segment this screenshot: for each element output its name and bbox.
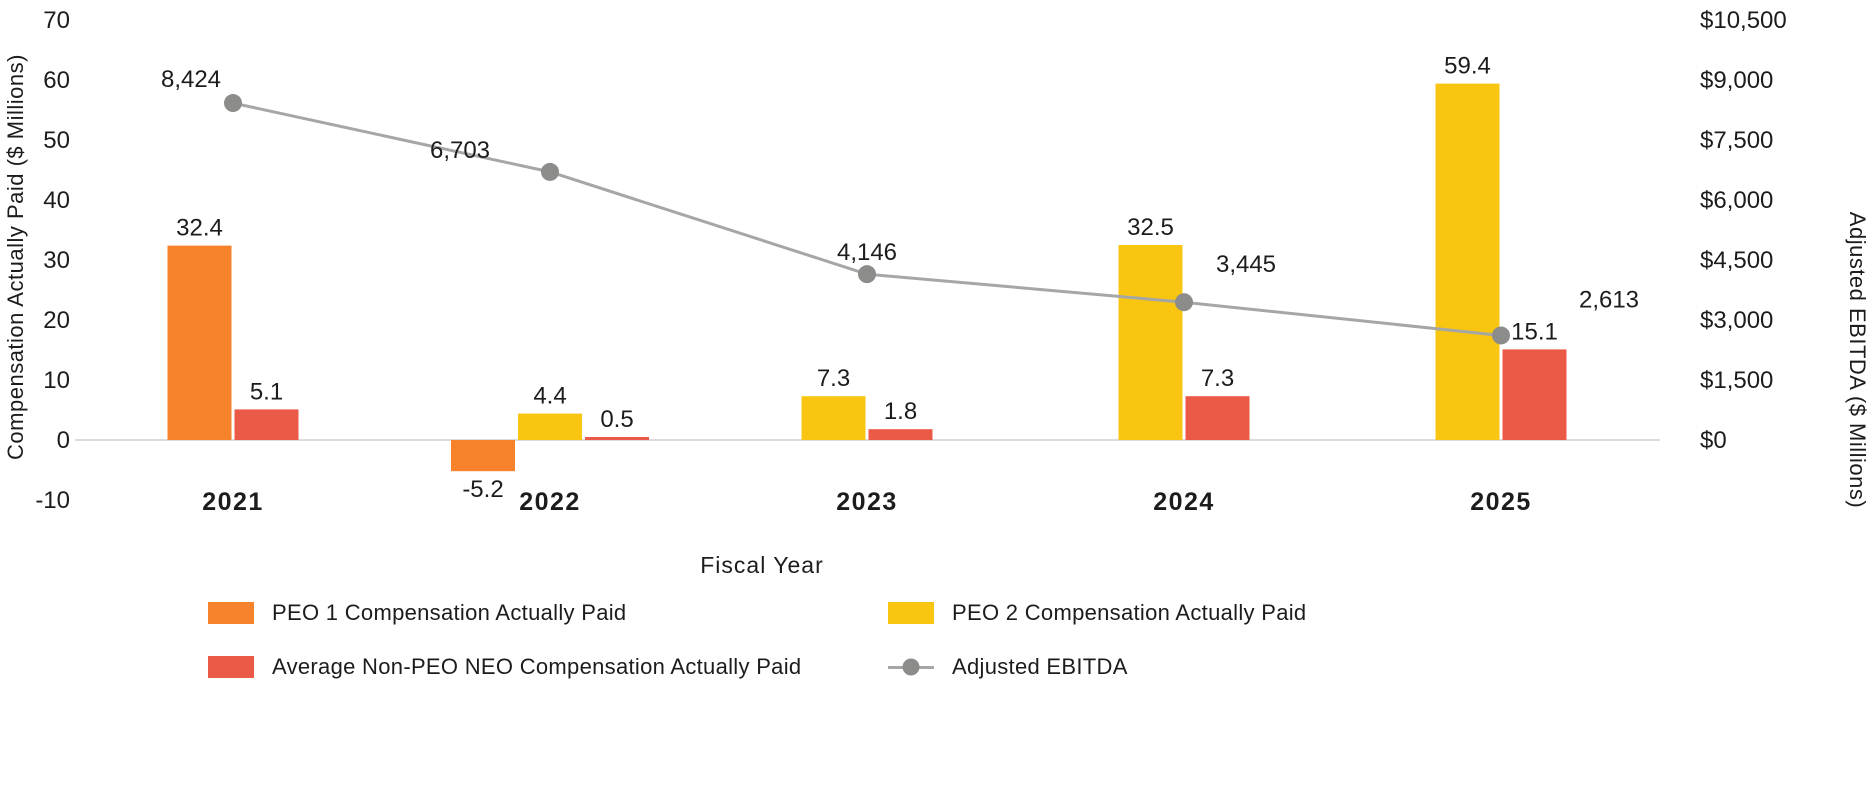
bar-value-label: 1.8 xyxy=(884,398,917,425)
right-axis-tick: $1,500 xyxy=(1700,367,1773,394)
legend-swatch-peo1 xyxy=(208,602,254,624)
bar-peo2-2025 xyxy=(1435,83,1500,440)
ebitda-marker xyxy=(858,265,876,284)
ebitda-marker xyxy=(1175,293,1193,312)
bar-value-label: 32.5 xyxy=(1127,214,1174,241)
bar-peo2-2022 xyxy=(518,413,582,440)
left-axis-tick: -10 xyxy=(35,487,70,514)
bar-value-label: 4.4 xyxy=(533,383,566,410)
right-axis-tick: $9,000 xyxy=(1700,67,1773,94)
bar-value-label: 32.4 xyxy=(176,215,223,242)
bar-value-label: 7.3 xyxy=(817,365,850,392)
ebitda-marker xyxy=(541,162,559,181)
bar-neo-2023 xyxy=(868,429,933,440)
right-axis-tick: $10,500 xyxy=(1700,7,1787,34)
x-axis-category: 2025 xyxy=(1470,488,1532,516)
left-axis-tick: 70 xyxy=(43,7,70,34)
ebitda-marker xyxy=(1492,326,1510,345)
legend-label-ebitda: Adjusted EBITDA xyxy=(952,654,1128,679)
bar-neo-2025 xyxy=(1502,349,1567,440)
right-axis-tick: $0 xyxy=(1700,427,1727,454)
ebitda-line xyxy=(232,101,1502,337)
left-axis-tick: 60 xyxy=(43,67,70,94)
x-axis-category: 2024 xyxy=(1153,488,1215,516)
left-axis-title: Compensation Actually Paid ($ Millions) xyxy=(3,54,28,460)
bar-peo2-2024 xyxy=(1118,245,1183,440)
right-axis-tick: $4,500 xyxy=(1700,247,1773,274)
line-value-label: 2,613 xyxy=(1579,286,1639,313)
legend-line-dot xyxy=(902,658,920,676)
left-axis-tick: 40 xyxy=(43,187,70,214)
x-axis-category: 2021 xyxy=(202,488,264,516)
bar-peo1-2022 xyxy=(451,440,515,472)
left-axis-tick: 20 xyxy=(43,307,70,334)
bar-value-label: 0.5 xyxy=(600,406,633,433)
legend-swatch-peo2 xyxy=(888,602,934,624)
right-axis-title: Adjusted EBITDA ($ Millions) xyxy=(1845,211,1870,509)
left-axis-tick: 10 xyxy=(43,367,70,394)
chart-legend: PEO 1 Compensation Actually Paid PEO 2 Co… xyxy=(208,600,1306,680)
bar-value-label: 59.4 xyxy=(1444,53,1491,80)
x-axis-category: 2022 xyxy=(519,488,581,516)
bar-value-label: 7.3 xyxy=(1201,365,1234,392)
bar-neo-2024 xyxy=(1185,396,1250,440)
line-value-label: 6,703 xyxy=(430,137,490,164)
bar-neo-2022 xyxy=(585,437,649,440)
legend-label-neo: Average Non-PEO NEO Compensation Actuall… xyxy=(272,654,802,679)
legend-item-peo1: PEO 1 Compensation Actually Paid xyxy=(208,600,888,626)
left-axis-tick: 30 xyxy=(43,247,70,274)
bar-neo-2021 xyxy=(234,409,299,440)
x-axis-title: Fiscal Year xyxy=(700,552,824,578)
x-axis-category: 2023 xyxy=(836,488,898,516)
bar-peo1-2021 xyxy=(167,245,232,440)
line-value-label: 8,424 xyxy=(161,66,221,93)
right-axis-tick: $3,000 xyxy=(1700,307,1773,334)
legend-swatch-neo xyxy=(208,656,254,678)
left-axis-tick: 0 xyxy=(57,427,70,454)
right-axis-tick: $6,000 xyxy=(1700,187,1773,214)
bar-peo2-2023 xyxy=(801,396,866,440)
ebitda-marker xyxy=(224,94,242,113)
bar-value-label: 15.1 xyxy=(1511,318,1558,345)
left-axis-tick: 50 xyxy=(43,127,70,154)
line-value-label: 4,146 xyxy=(837,239,897,266)
legend-label-peo1: PEO 1 Compensation Actually Paid xyxy=(272,600,627,625)
line-value-label: 3,445 xyxy=(1216,251,1276,278)
bar-value-label: 5.1 xyxy=(250,378,283,405)
bar-value-label: -5.2 xyxy=(462,476,503,503)
legend-label-peo2: PEO 2 Compensation Actually Paid xyxy=(952,600,1307,625)
legend-item-neo: Average Non-PEO NEO Compensation Actuall… xyxy=(208,654,888,680)
legend-line-marker-ebitda xyxy=(888,656,934,678)
legend-item-peo2: PEO 2 Compensation Actually Paid xyxy=(888,600,1306,626)
legend-item-ebitda: Adjusted EBITDA xyxy=(888,654,1306,680)
right-axis-tick: $7,500 xyxy=(1700,127,1773,154)
